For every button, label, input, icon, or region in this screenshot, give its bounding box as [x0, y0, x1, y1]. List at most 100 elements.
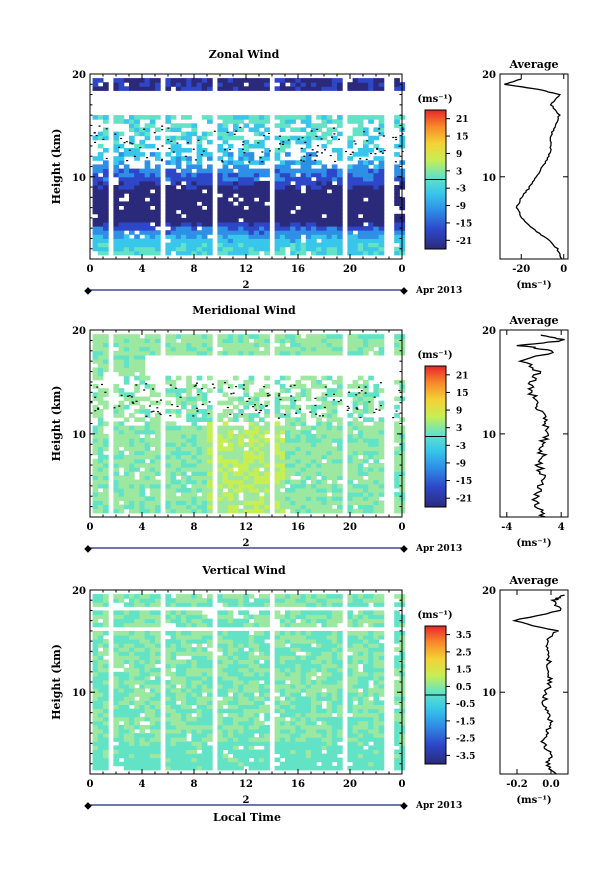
colorbar-tick-label: 21 — [456, 371, 469, 381]
heatmap-cell — [337, 250, 343, 256]
heatmap-cell — [103, 724, 109, 730]
heatmap-cell — [92, 222, 99, 227]
heatmap-cell — [217, 761, 224, 767]
heatmap-cell — [243, 651, 250, 656]
heatmap-cell — [191, 82, 198, 87]
heatmap-cell — [264, 413, 270, 418]
heatmap-cell — [274, 463, 281, 468]
heatmap-cell — [118, 708, 125, 714]
heatmap-cell — [186, 78, 192, 83]
heatmap-cell — [134, 594, 140, 599]
heatmap-cell — [134, 688, 140, 693]
heatmap-cell — [97, 753, 104, 759]
heatmap-cell — [394, 168, 400, 174]
heatmap-cell — [217, 745, 224, 750]
contour-mark — [318, 415, 321, 417]
heatmap-cell — [186, 425, 192, 431]
heatmap-cell — [175, 222, 182, 227]
heatmap-cell — [175, 675, 182, 681]
heatmap-cell — [207, 176, 213, 182]
heatmap-cell — [363, 234, 369, 239]
heatmap-cell — [118, 172, 125, 178]
heatmap-cell — [331, 205, 338, 211]
heatmap-cell — [134, 396, 140, 402]
heatmap-cell — [274, 504, 281, 510]
heatmap-cell — [207, 716, 213, 722]
contour-mark — [287, 139, 290, 141]
heatmap-cell — [103, 692, 109, 697]
heatmap-cell — [186, 479, 192, 485]
heatmap-cell — [113, 467, 120, 472]
heatmap-cell — [139, 733, 146, 738]
heatmap-cell — [181, 168, 187, 174]
heatmap-cell — [368, 119, 374, 124]
heatmap-cell — [352, 396, 359, 402]
heatmap-cell — [243, 392, 250, 397]
heatmap-cell — [139, 242, 146, 248]
heatmap-cell — [149, 450, 156, 456]
heatmap-cell — [207, 700, 213, 705]
heatmap-cell — [227, 172, 234, 178]
heatmap-cell — [92, 78, 99, 83]
heatmap-cell — [290, 238, 296, 243]
heatmap-cell — [347, 135, 354, 141]
heatmap-cell — [97, 193, 104, 198]
heatmap-cell — [331, 400, 338, 406]
heatmap-cell — [300, 475, 307, 481]
heatmap-cell — [331, 471, 338, 476]
heatmap-cell — [134, 346, 140, 352]
heatmap-cell — [201, 749, 208, 755]
heatmap-cell — [129, 471, 135, 476]
heatmap-cell — [259, 737, 265, 742]
contour-mark — [267, 132, 270, 135]
heatmap-cell — [175, 729, 182, 734]
heatmap-cell — [123, 675, 130, 681]
heatmap-cell — [123, 659, 130, 665]
heatmap-cell — [118, 458, 125, 464]
heatmap-cell — [222, 765, 229, 771]
heatmap-cell — [290, 492, 296, 497]
heatmap-cell — [118, 168, 125, 174]
heatmap-cell — [347, 82, 354, 87]
heatmap-cell — [248, 438, 255, 443]
heatmap-cell — [207, 193, 213, 198]
heatmap-cell — [103, 338, 109, 343]
heatmap-cell — [181, 659, 187, 665]
heatmap-cell — [274, 467, 281, 472]
heatmap-cell — [316, 487, 322, 493]
heatmap-cell — [394, 201, 400, 206]
heatmap-cell — [290, 438, 296, 443]
heatmap-cell — [103, 201, 109, 206]
heatmap-cell — [316, 189, 322, 194]
heatmap-cell — [97, 375, 104, 381]
heatmap-cell — [181, 492, 187, 497]
heatmap-cell — [186, 692, 192, 697]
heatmap-cell — [165, 119, 172, 124]
heatmap-cell — [279, 413, 286, 418]
heatmap-cell — [175, 442, 182, 447]
heatmap-cell — [97, 659, 104, 665]
heatmap-cell — [191, 442, 198, 447]
heatmap-cell — [139, 741, 146, 746]
heatmap-cell — [103, 508, 109, 514]
heatmap-cell — [103, 741, 109, 746]
heatmap-cell — [201, 635, 208, 640]
heatmap-cell — [233, 663, 239, 669]
heatmap-cell — [285, 213, 291, 219]
heatmap-cell — [290, 135, 296, 141]
heatmap-cell — [248, 749, 255, 755]
heatmap-cell — [357, 471, 364, 476]
contour-mark — [152, 410, 155, 412]
heatmap-cell — [253, 675, 260, 681]
heatmap-cell — [259, 209, 265, 215]
heatmap-cell — [233, 127, 239, 132]
heatmap-cell — [196, 193, 203, 198]
heatmap-cell — [243, 487, 250, 493]
heatmap-cell — [243, 164, 250, 169]
heatmap-cell — [201, 222, 208, 227]
heatmap-cell — [92, 367, 99, 373]
heatmap-cell — [248, 765, 255, 771]
heatmap-cell — [378, 446, 385, 452]
heatmap-cell — [139, 404, 146, 410]
heatmap-cell — [170, 618, 177, 624]
